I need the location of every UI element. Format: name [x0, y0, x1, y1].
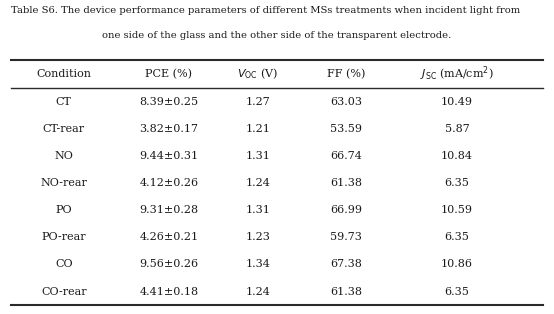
- Text: 67.38: 67.38: [330, 259, 362, 269]
- Text: 1.27: 1.27: [245, 96, 270, 106]
- Text: 10.59: 10.59: [441, 205, 473, 215]
- Text: 1.23: 1.23: [245, 232, 270, 242]
- Text: 63.03: 63.03: [330, 96, 362, 106]
- Text: CT-rear: CT-rear: [43, 124, 85, 134]
- Text: 4.12±0.26: 4.12±0.26: [140, 178, 198, 188]
- Text: 6.35: 6.35: [445, 232, 469, 242]
- Text: 3.82±0.17: 3.82±0.17: [140, 124, 198, 134]
- Text: Condition: Condition: [36, 69, 91, 79]
- Text: 5.87: 5.87: [445, 124, 469, 134]
- Text: FF (%): FF (%): [327, 69, 366, 79]
- Text: one side of the glass and the other side of the transparent electrode.: one side of the glass and the other side…: [102, 31, 452, 41]
- Text: 59.73: 59.73: [330, 232, 362, 242]
- Text: 4.26±0.21: 4.26±0.21: [140, 232, 198, 242]
- Text: 1.31: 1.31: [245, 151, 270, 161]
- Text: 53.59: 53.59: [330, 124, 362, 134]
- Text: 1.21: 1.21: [245, 124, 270, 134]
- Text: CO-rear: CO-rear: [41, 287, 86, 297]
- Text: 1.24: 1.24: [245, 287, 270, 297]
- Text: 1.24: 1.24: [245, 178, 270, 188]
- Text: 6.35: 6.35: [445, 287, 469, 297]
- Text: 61.38: 61.38: [330, 287, 362, 297]
- Text: NO-rear: NO-rear: [40, 178, 87, 188]
- Text: PO: PO: [55, 205, 72, 215]
- Text: $\it{J}_{\rm{SC}}$ (mA/cm$^2$): $\it{J}_{\rm{SC}}$ (mA/cm$^2$): [420, 64, 494, 83]
- Text: 1.31: 1.31: [245, 205, 270, 215]
- Text: NO: NO: [54, 151, 73, 161]
- Text: PCE (%): PCE (%): [146, 69, 192, 79]
- Text: 6.35: 6.35: [445, 178, 469, 188]
- Text: 8.39±0.25: 8.39±0.25: [140, 96, 198, 106]
- Text: $\it{V}_{\rm{OC}}$ (V): $\it{V}_{\rm{OC}}$ (V): [237, 67, 278, 81]
- Text: 10.86: 10.86: [441, 259, 473, 269]
- Text: 9.44±0.31: 9.44±0.31: [140, 151, 198, 161]
- Text: 4.41±0.18: 4.41±0.18: [140, 287, 198, 297]
- Text: 66.74: 66.74: [330, 151, 362, 161]
- Text: PO-rear: PO-rear: [42, 232, 86, 242]
- Text: 61.38: 61.38: [330, 178, 362, 188]
- Text: 66.99: 66.99: [330, 205, 362, 215]
- Text: Table S6. The device performance parameters of different MSs treatments when inc: Table S6. The device performance paramet…: [11, 6, 520, 15]
- Text: 1.34: 1.34: [245, 259, 270, 269]
- Text: 9.56±0.26: 9.56±0.26: [140, 259, 198, 269]
- Text: 10.49: 10.49: [441, 96, 473, 106]
- Text: CT: CT: [56, 96, 71, 106]
- Text: 9.31±0.28: 9.31±0.28: [140, 205, 198, 215]
- Text: 10.84: 10.84: [441, 151, 473, 161]
- Text: CO: CO: [55, 259, 73, 269]
